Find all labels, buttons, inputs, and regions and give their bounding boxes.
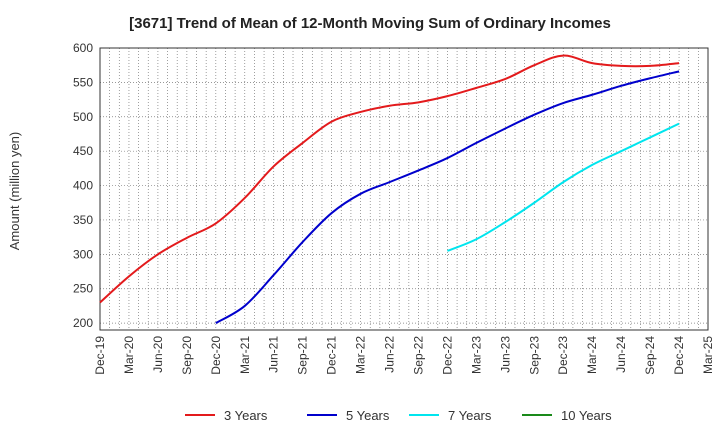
y-axis-label: Amount (million yen): [7, 132, 22, 251]
x-tick-label: Mar-24: [585, 336, 599, 374]
y-tick-label: 450: [73, 144, 93, 158]
x-tick-label: Dec-23: [556, 336, 570, 375]
x-tick-label: Jun-20: [151, 336, 165, 373]
legend: 3 Years 5 Years 7 Years 10 Years: [185, 408, 612, 423]
x-tick-label: Sep-23: [527, 336, 541, 375]
x-tick-label: Mar-20: [122, 336, 136, 374]
grid: [99, 47, 709, 330]
x-tick-label: Dec-19: [93, 336, 107, 375]
x-tick-label: Sep-20: [180, 336, 194, 375]
x-tick-label: Jun-24: [614, 336, 628, 373]
x-tick-label: Mar-23: [469, 336, 483, 374]
x-tick-label: Jun-21: [267, 336, 281, 373]
y-tick-label: 500: [73, 110, 93, 124]
x-tick-label: Sep-22: [411, 336, 425, 375]
x-tick-label: Mar-25: [701, 336, 715, 374]
series-line-7-years: [447, 122, 680, 252]
x-tick-label: Jun-23: [498, 336, 512, 373]
series-lines: [99, 54, 680, 324]
chart-title: [3671] Trend of Mean of 12-Month Moving …: [129, 15, 611, 32]
y-axis-ticks: 200 250 300 350 400 450 500 550 600: [73, 41, 93, 330]
y-tick-label: 350: [73, 213, 93, 227]
x-tick-label: Jun-22: [383, 336, 397, 373]
x-tick-label: Mar-21: [238, 336, 252, 374]
x-tick-label: Mar-22: [354, 336, 368, 374]
legend-label: 3 Years: [224, 408, 268, 423]
x-axis-ticks: Dec-19 Mar-20 Jun-20 Sep-20 Dec-20 Mar-21 Jun-…: [93, 336, 715, 375]
y-tick-label: 400: [73, 179, 93, 193]
series-line-5-years: [215, 70, 680, 324]
y-tick-label: 250: [73, 282, 93, 296]
series-line-3-years: [99, 54, 680, 304]
legend-label: 5 Years: [346, 408, 390, 423]
x-tick-label: Dec-20: [209, 336, 223, 375]
y-tick-label: 600: [73, 41, 93, 55]
y-tick-label: 300: [73, 247, 93, 261]
legend-label: 10 Years: [561, 408, 612, 423]
x-tick-label: Sep-24: [643, 336, 657, 375]
x-tick-label: Dec-24: [672, 336, 686, 375]
legend-label: 7 Years: [448, 408, 492, 423]
y-tick-label: 550: [73, 75, 93, 89]
x-tick-label: Dec-21: [325, 336, 339, 375]
plot-area: [99, 47, 709, 331]
x-tick-label: Dec-22: [440, 336, 454, 375]
y-tick-label: 200: [73, 316, 93, 330]
x-tick-label: Sep-21: [296, 336, 310, 375]
